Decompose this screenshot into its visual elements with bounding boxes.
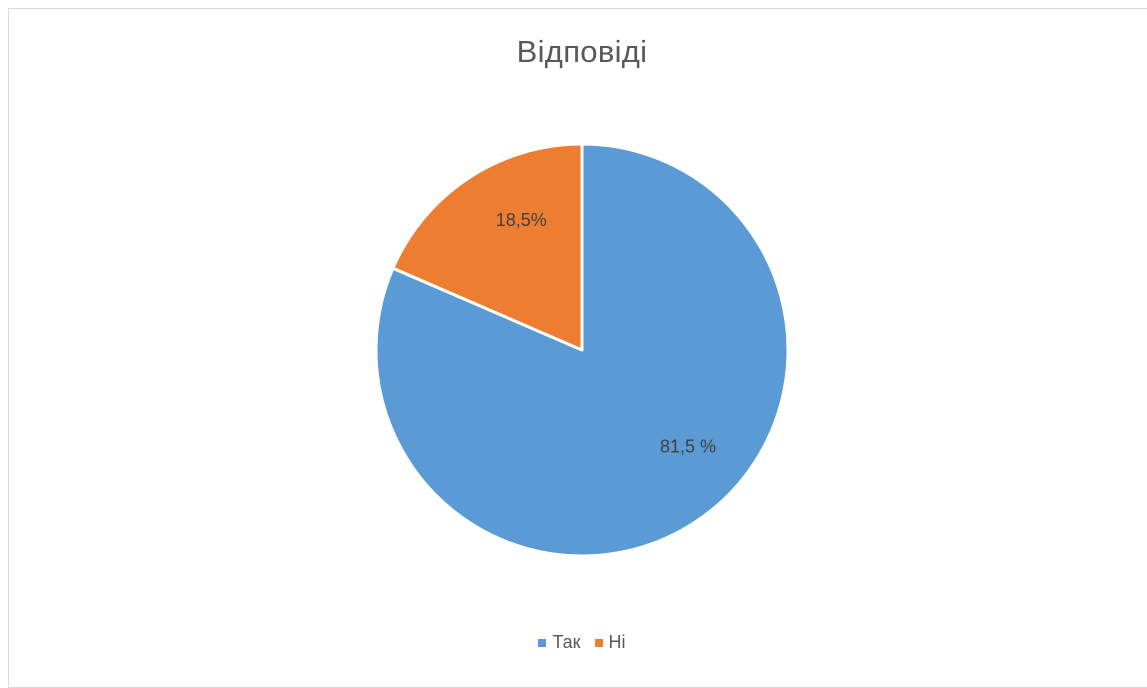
data-label-no: 18,5% xyxy=(496,210,547,230)
pie-slices xyxy=(376,144,788,556)
legend-swatch-yes xyxy=(538,639,546,647)
legend-swatch-no xyxy=(595,639,603,647)
data-label-yes: 81,5 % xyxy=(660,437,716,457)
legend-label-yes: Так xyxy=(552,632,580,653)
legend-label-no: Ні xyxy=(609,632,626,653)
legend: Так Ні xyxy=(0,632,1147,653)
legend-item-no: Ні xyxy=(595,632,626,653)
legend-item-yes: Так xyxy=(538,632,580,653)
